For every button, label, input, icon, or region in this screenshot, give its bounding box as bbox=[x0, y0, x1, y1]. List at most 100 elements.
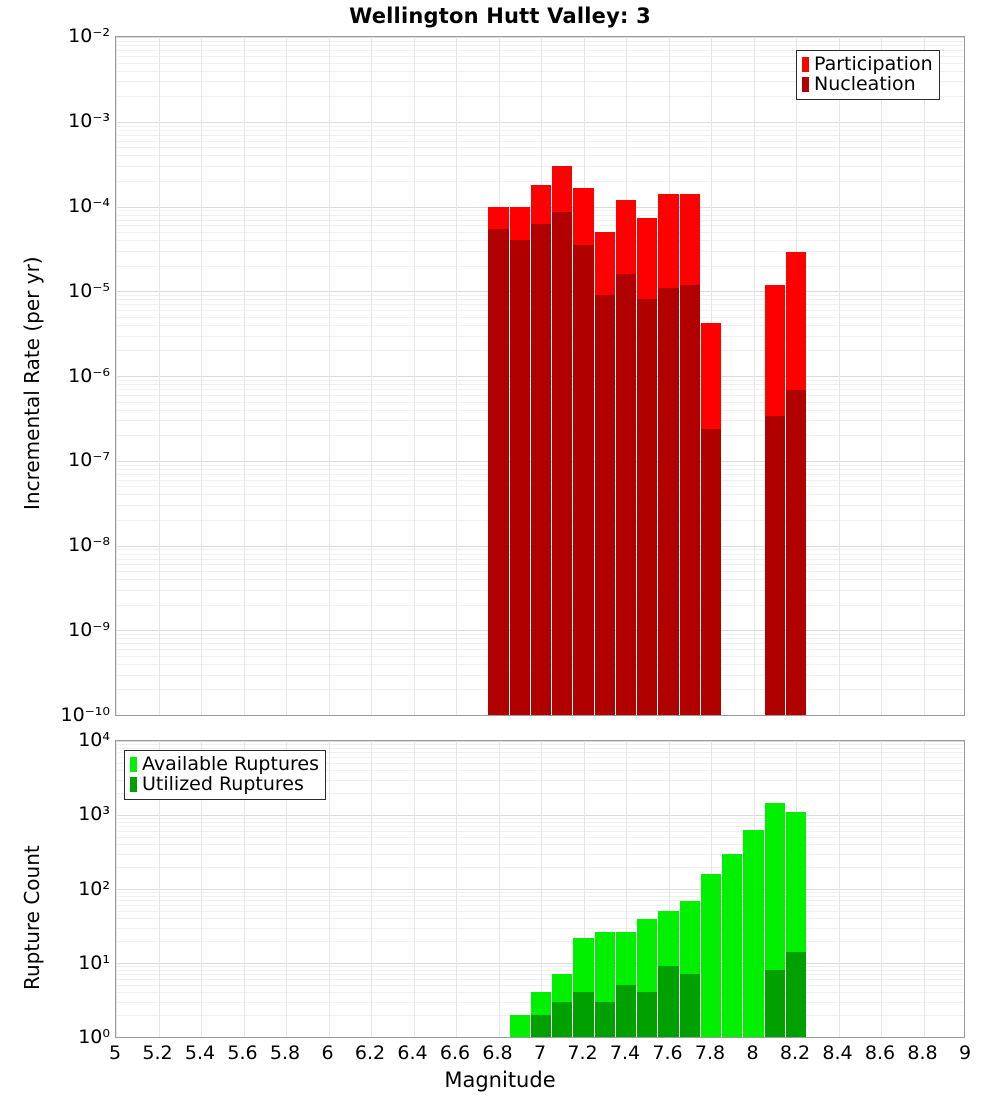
legend-label: Participation bbox=[814, 53, 933, 75]
gridline-minor bbox=[116, 853, 964, 855]
bar bbox=[594, 932, 615, 1037]
bar-segment-utilized-ruptures bbox=[679, 974, 700, 1037]
x-tick-label: 7.8 bbox=[694, 1042, 726, 1064]
x-tick-label: 8.4 bbox=[822, 1042, 853, 1064]
x-tick-label: 9 bbox=[958, 1042, 972, 1064]
legend-swatch-icon bbox=[802, 77, 809, 92]
bar bbox=[743, 830, 764, 1037]
bar-segment-nucleation bbox=[658, 287, 679, 715]
bar-segment-utilized-ruptures bbox=[658, 966, 679, 1037]
gridline-minor bbox=[116, 180, 964, 182]
gridline-vertical bbox=[286, 37, 287, 715]
bottom-legend: Available Ruptures Utilized Ruptures bbox=[124, 750, 326, 800]
gridline-vertical bbox=[201, 741, 202, 1037]
gridline-minor bbox=[116, 844, 964, 846]
gridline-major bbox=[116, 37, 964, 38]
bar-segment-utilized-ruptures bbox=[530, 1014, 552, 1037]
gridline-major bbox=[116, 715, 964, 716]
gridline-minor bbox=[116, 896, 964, 898]
gridline-vertical bbox=[753, 37, 755, 715]
gridline-vertical bbox=[838, 741, 840, 1037]
gridline-vertical bbox=[456, 741, 457, 1037]
legend-swatch-icon bbox=[130, 777, 137, 792]
bar bbox=[509, 206, 530, 715]
gridline-major bbox=[116, 815, 964, 816]
bar bbox=[679, 194, 700, 715]
x-tick-label: 5.4 bbox=[184, 1042, 216, 1064]
y-tick-label: 10⁻³ bbox=[68, 109, 110, 132]
bar-segment-utilized-ruptures bbox=[594, 1001, 615, 1037]
gridline-minor bbox=[116, 822, 964, 824]
bar-segment-nucleation bbox=[530, 224, 552, 715]
gridline-minor bbox=[116, 966, 964, 968]
bar bbox=[573, 188, 594, 715]
y-tick-label: 10⁻⁹ bbox=[68, 619, 110, 642]
gridline-vertical bbox=[158, 741, 160, 1037]
bar-segment-nucleation bbox=[509, 240, 530, 715]
y-tick-label: 10¹ bbox=[78, 951, 110, 974]
gridline-minor bbox=[116, 140, 964, 142]
gridline-minor bbox=[116, 970, 964, 972]
gridline-vertical bbox=[583, 741, 585, 1037]
gridline-minor bbox=[116, 985, 964, 987]
gridline-minor bbox=[116, 70, 964, 72]
gridline-vertical bbox=[243, 741, 245, 1037]
gridline-minor bbox=[116, 752, 964, 754]
incremental-rate-plot bbox=[115, 36, 965, 716]
page-title: Wellington Hutt Valley: 3 bbox=[349, 4, 651, 28]
gridline-vertical bbox=[201, 37, 202, 715]
gridline-vertical bbox=[243, 37, 245, 715]
x-tick-label: 6.2 bbox=[354, 1042, 386, 1064]
legend-item: Available Ruptures bbox=[130, 755, 319, 774]
bar bbox=[785, 252, 807, 715]
gridline-minor bbox=[116, 979, 964, 981]
gridline-major bbox=[116, 1037, 964, 1038]
y-tick-label: 10⁻⁵ bbox=[68, 279, 110, 302]
gridline-minor bbox=[116, 62, 964, 64]
gridline-minor bbox=[116, 45, 964, 47]
x-tick-label: 8 bbox=[746, 1042, 759, 1064]
bar-segment-nucleation bbox=[764, 415, 785, 715]
bar bbox=[679, 901, 700, 1037]
gridline-major bbox=[116, 121, 964, 123]
x-tick-label: 7.2 bbox=[567, 1042, 598, 1064]
gridline-minor bbox=[116, 927, 964, 929]
gridline-major bbox=[116, 963, 964, 964]
gridline-vertical bbox=[328, 741, 330, 1037]
bar-segment-utilized-ruptures bbox=[637, 992, 658, 1037]
x-tick-label: 6 bbox=[321, 1042, 334, 1064]
gridline-minor bbox=[116, 155, 964, 157]
gridline-vertical bbox=[116, 741, 117, 1037]
legend-swatch-icon bbox=[802, 57, 809, 72]
x-tick-label: 7.6 bbox=[652, 1042, 683, 1064]
legend-item: Utilized Ruptures bbox=[130, 775, 319, 794]
gridline-minor bbox=[116, 831, 964, 833]
bar-segment-nucleation bbox=[679, 284, 700, 715]
bar bbox=[615, 199, 637, 715]
x-tick-label: 8.8 bbox=[907, 1042, 938, 1064]
gridline-minor bbox=[116, 166, 964, 168]
gridline-minor bbox=[116, 757, 964, 759]
bar bbox=[700, 873, 722, 1037]
gridline-minor bbox=[116, 911, 964, 913]
gridline-vertical bbox=[923, 741, 925, 1037]
gridline-minor bbox=[116, 50, 964, 52]
gridline-minor bbox=[116, 826, 964, 828]
gridline-minor bbox=[116, 818, 964, 820]
bar-segment-utilized-ruptures bbox=[785, 952, 807, 1037]
gridline-vertical bbox=[286, 741, 287, 1037]
bar-segment-nucleation bbox=[488, 229, 509, 715]
bar bbox=[530, 992, 552, 1037]
bar bbox=[700, 323, 722, 715]
gridline-vertical bbox=[626, 741, 627, 1037]
y-tick-label: 10⁻⁶ bbox=[68, 364, 110, 387]
y-tick-label: 10⁰ bbox=[78, 1026, 110, 1048]
bar bbox=[552, 974, 573, 1037]
bar-segment-nucleation bbox=[573, 245, 594, 715]
bar-segment-available-ruptures bbox=[722, 853, 743, 1037]
gridline-minor bbox=[116, 748, 964, 750]
gridline-vertical bbox=[541, 741, 542, 1037]
gridline-vertical bbox=[371, 37, 372, 715]
gridline-minor bbox=[116, 763, 964, 765]
bar-segment-utilized-ruptures bbox=[552, 1001, 573, 1037]
